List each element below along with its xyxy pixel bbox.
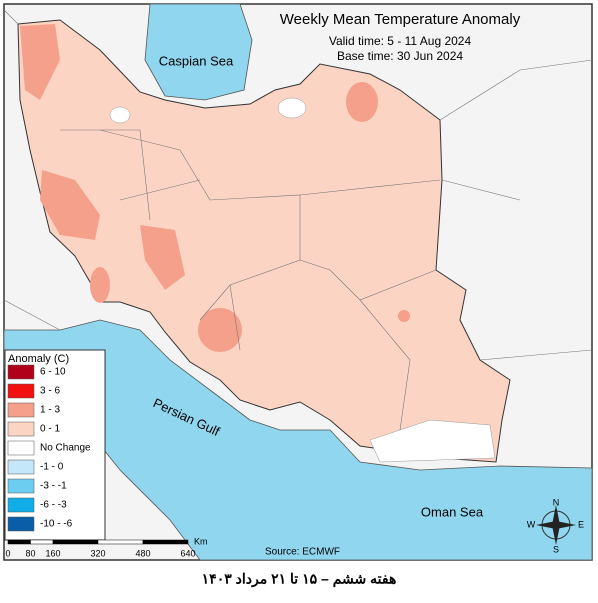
legend-swatch	[7, 421, 35, 437]
caption: هفته ششم – ۱۵ تا ۲۱ مرداد ۱۴۰۳	[202, 571, 397, 588]
legend-label: 3 - 6	[40, 386, 60, 397]
legend-label: -6 - -3	[40, 500, 67, 511]
legend-title: Anomaly (C)	[8, 353, 69, 365]
scale-label: 320	[90, 548, 105, 558]
anomaly-patches	[20, 24, 410, 352]
scale-unit: Km	[194, 536, 208, 546]
legend-label: 0 - 1	[40, 424, 60, 435]
legend-label: 1 - 3	[40, 405, 60, 416]
valid-time: Valid time: 5 - 11 Aug 2024	[329, 34, 472, 48]
compass-label: E	[578, 519, 584, 529]
compass: N S E W	[527, 497, 584, 554]
legend-label: 6 - 10	[40, 367, 66, 378]
legend-label: No Change	[40, 443, 91, 454]
scale-label: 80	[25, 548, 35, 558]
scale-label: 480	[135, 548, 150, 558]
legend-label: -3 - -1	[40, 481, 67, 492]
no-change-patches	[109, 97, 496, 463]
legend-swatch	[7, 383, 35, 399]
scale-bar	[7, 539, 31, 545]
scale-bar	[52, 539, 99, 545]
legend-label: -1 - 0	[40, 462, 64, 473]
scale-bar	[142, 539, 189, 545]
sea-label: Caspian Sea	[159, 53, 234, 68]
legend-swatch	[7, 402, 35, 418]
scale-label: 640	[180, 548, 195, 558]
provinces	[3, 9, 593, 431]
caspian-sea	[144, 3, 253, 101]
scale-bar	[97, 539, 144, 545]
legend: Anomaly (C) 6 - 10 3 - 6 1 - 3 0 - 1 No Chan…	[4, 349, 106, 541]
compass-label: N	[553, 497, 560, 507]
legend-swatch	[7, 364, 35, 380]
title: Weekly Mean Temperature Anomaly	[280, 11, 521, 28]
legend-label: -10 - -6	[40, 519, 73, 530]
legend-swatch	[7, 497, 35, 513]
legend-swatch	[7, 440, 35, 456]
sea-label: Oman Sea	[421, 504, 484, 519]
source: Source: ECMWF	[265, 547, 340, 558]
scale-label: 0	[5, 548, 10, 558]
compass-label: S	[553, 544, 559, 554]
legend-swatch	[7, 459, 35, 475]
legend-swatch	[7, 516, 35, 532]
compass-label: W	[527, 519, 536, 529]
base-time: Base time: 30 Jun 2024	[337, 49, 463, 63]
scale-bar	[30, 539, 54, 545]
legend-swatch	[7, 478, 35, 494]
scale-label: 160	[45, 548, 60, 558]
